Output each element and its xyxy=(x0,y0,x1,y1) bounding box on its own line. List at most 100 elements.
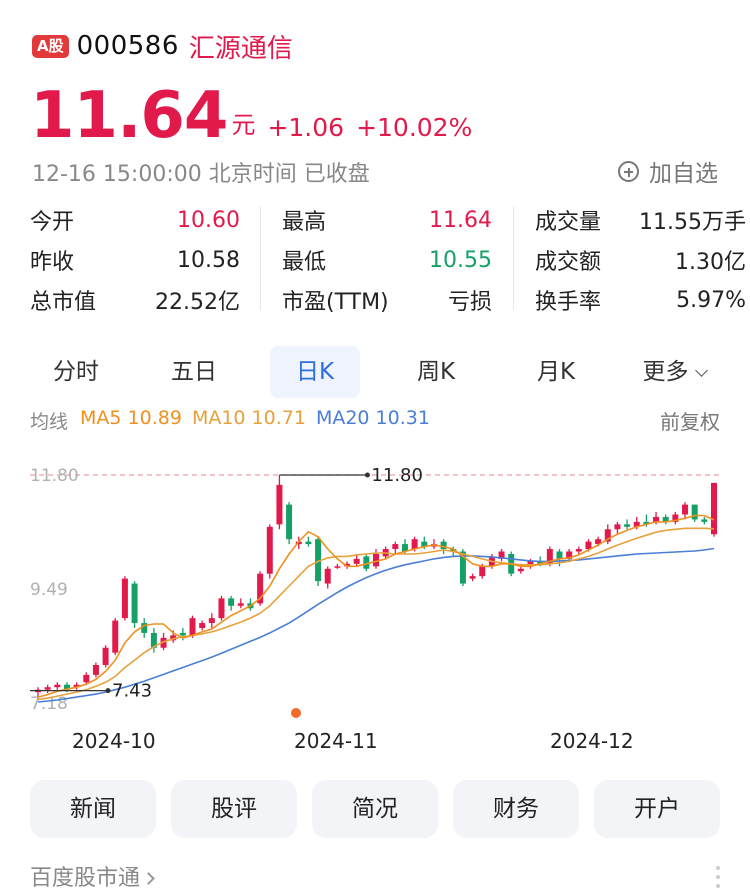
candle-body xyxy=(479,566,486,577)
stat-row: 市盈(TTM) 亏损 xyxy=(282,280,492,320)
low-annotation-label: 7.43 xyxy=(112,681,152,702)
stats-divider xyxy=(260,206,261,310)
candle-body xyxy=(228,598,235,606)
tab-label: 周K xyxy=(416,359,456,385)
candle-body xyxy=(121,578,128,619)
ma5-line xyxy=(37,514,715,698)
stat-value: 亏损 xyxy=(447,290,492,315)
stat-label: 最低 xyxy=(282,250,327,275)
candle-body xyxy=(170,635,177,641)
tab-monthly-k[interactable]: 月K xyxy=(510,346,602,398)
stat-label: 成交量 xyxy=(535,210,602,235)
candle-body xyxy=(459,551,466,584)
tab-intraday[interactable]: 分时 xyxy=(30,346,122,398)
candle-body xyxy=(604,529,611,542)
candle-body xyxy=(527,561,534,567)
candle-body xyxy=(218,598,225,619)
stats-column: 今开 10.60 昨收 10.58 总市值 22.52亿 xyxy=(30,200,240,320)
candle-body xyxy=(392,544,399,550)
add-watchlist-label: 加自选 xyxy=(649,161,718,187)
y-tick-label: 7.18 xyxy=(30,694,68,714)
candle-body xyxy=(498,551,505,559)
stat-row: 最低 10.55 xyxy=(282,240,492,280)
stat-value: 1.30亿 xyxy=(675,250,746,275)
candle-body xyxy=(411,539,418,550)
candle-body xyxy=(305,541,312,545)
candle-body xyxy=(334,566,341,568)
candle-body xyxy=(421,541,428,547)
plus-circle-icon xyxy=(618,160,639,182)
ma20-value: MA20 10.31 xyxy=(315,407,430,429)
add-watchlist-button[interactable]: 加自选 xyxy=(618,154,718,188)
candle-body xyxy=(208,618,215,624)
candle-body xyxy=(315,539,322,582)
candle-body xyxy=(711,482,717,535)
candle-body xyxy=(276,484,283,525)
stat-value: 11.55万手 xyxy=(639,210,746,235)
stat-label: 今开 xyxy=(30,210,75,235)
kline-chart[interactable]: 11.80 9.49 7.18 11.80 7.43 xyxy=(0,440,750,720)
chevron-right-icon xyxy=(142,872,155,885)
candle-body xyxy=(546,549,553,564)
stat-label: 总市值 xyxy=(30,290,97,315)
high-annotation-dot xyxy=(364,472,370,478)
candle-body xyxy=(691,504,698,520)
news-button[interactable]: 新闻 xyxy=(30,780,156,838)
chart-tabs: 分时 五日 日K 周K 月K 更多 xyxy=(30,346,720,398)
candle-body xyxy=(566,551,573,559)
candle-body xyxy=(440,541,447,550)
stat-row: 成交量 11.55万手 xyxy=(535,200,746,240)
stats-grid: 今开 10.60 昨收 10.58 总市值 22.52亿 最高 11.64 最低 10.55 市盈… xyxy=(30,200,746,320)
stat-row: 昨收 10.58 xyxy=(30,240,240,280)
candle-body xyxy=(556,551,563,559)
stat-value: 10.55 xyxy=(429,247,492,273)
market-badge: A股 xyxy=(32,34,69,58)
stat-label: 成交额 xyxy=(535,250,602,275)
comments-button[interactable]: 股评 xyxy=(171,780,297,838)
candle-body xyxy=(614,524,621,530)
stats-divider xyxy=(513,206,514,310)
stock-code: 000586 xyxy=(76,31,179,61)
price-row: 11.64 元 +1.06 +10.02% xyxy=(30,74,472,152)
footer-label: 百度股市通 xyxy=(30,866,141,891)
x-axis-label: 2024-10 xyxy=(72,729,156,753)
tab-label: 更多 xyxy=(642,359,689,385)
tab-weekly-k[interactable]: 周K xyxy=(390,346,482,398)
stat-row: 最高 11.64 xyxy=(282,200,492,240)
candle-body xyxy=(189,618,196,636)
x-axis-label: 2024-11 xyxy=(294,729,378,753)
stat-value: 22.52亿 xyxy=(155,290,240,315)
finance-button[interactable]: 财务 xyxy=(453,780,579,838)
candle-body xyxy=(179,632,186,636)
tab-label: 五日 xyxy=(171,359,217,385)
tab-more[interactable]: 更多 xyxy=(628,346,720,398)
candle-body xyxy=(595,539,602,545)
candle-body xyxy=(112,620,119,653)
low-annotation-dot xyxy=(105,688,111,694)
tab-five-day[interactable]: 五日 xyxy=(148,346,240,398)
stat-label: 市盈(TTM) xyxy=(282,290,389,315)
candle-body xyxy=(450,549,457,552)
candle-body xyxy=(575,549,582,552)
stat-label: 昨收 xyxy=(30,250,75,275)
stat-value: 5.97% xyxy=(676,287,746,313)
tab-daily-k[interactable]: 日K xyxy=(270,346,360,398)
bottom-button-bar: 新闻 股评 简况 财务 开户 xyxy=(30,780,720,838)
stat-label: 换手率 xyxy=(535,290,602,315)
candle-body xyxy=(344,563,351,567)
stat-value: 11.64 xyxy=(429,207,492,233)
ma20-line xyxy=(37,547,715,703)
profile-button[interactable]: 简况 xyxy=(312,780,438,838)
candle-body xyxy=(92,665,99,675)
price-unit: 元 xyxy=(231,111,256,139)
ma10-value: MA10 10.71 xyxy=(191,407,306,429)
adjust-selector[interactable]: 前复权 xyxy=(660,410,720,434)
ma5-value: MA5 10.89 xyxy=(80,407,182,429)
footer-source-link[interactable]: 百度股市通 xyxy=(30,860,155,892)
price-change-pct: +10.02% xyxy=(356,113,473,142)
open-account-button[interactable]: 开户 xyxy=(594,780,720,838)
candle-body xyxy=(160,637,167,648)
more-options-icon[interactable] xyxy=(716,866,720,888)
stats-column: 最高 11.64 最低 10.55 市盈(TTM) 亏损 xyxy=(282,200,492,320)
candle-body xyxy=(585,541,592,550)
